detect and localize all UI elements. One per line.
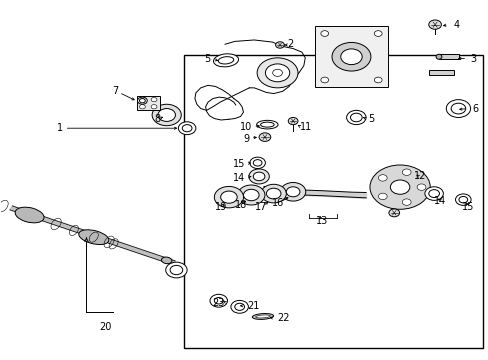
Ellipse shape [214, 186, 243, 208]
Ellipse shape [455, 194, 470, 205]
Ellipse shape [170, 265, 183, 275]
Ellipse shape [218, 57, 233, 64]
Ellipse shape [214, 297, 223, 304]
Text: 14: 14 [233, 173, 245, 183]
Bar [136, 96, 160, 111]
Circle shape [139, 105, 145, 109]
Ellipse shape [248, 169, 269, 184]
Text: 12: 12 [413, 171, 426, 181]
Text: 1: 1 [57, 123, 63, 133]
Text: 21: 21 [247, 301, 259, 311]
Ellipse shape [15, 207, 44, 223]
Text: 4: 4 [453, 19, 459, 30]
Circle shape [428, 20, 441, 29]
Circle shape [373, 77, 381, 83]
Circle shape [139, 98, 145, 102]
Ellipse shape [253, 172, 264, 181]
Ellipse shape [234, 303, 244, 310]
Ellipse shape [252, 314, 273, 319]
Text: 7: 7 [112, 86, 119, 96]
Ellipse shape [182, 125, 192, 132]
Ellipse shape [243, 189, 259, 201]
Text: 5: 5 [368, 114, 374, 124]
Circle shape [388, 209, 399, 217]
Ellipse shape [346, 111, 366, 125]
Ellipse shape [458, 197, 467, 203]
Circle shape [416, 184, 425, 190]
Ellipse shape [256, 120, 278, 129]
Text: 8: 8 [154, 113, 160, 123]
Ellipse shape [260, 122, 274, 127]
Ellipse shape [424, 187, 443, 201]
Text: 6: 6 [471, 104, 477, 113]
Ellipse shape [220, 191, 237, 203]
Bar [428, 70, 453, 75]
Ellipse shape [450, 103, 465, 114]
Circle shape [320, 77, 328, 83]
Ellipse shape [435, 54, 441, 59]
Text: 20: 20 [100, 322, 112, 332]
Text: 10: 10 [239, 122, 251, 132]
Circle shape [320, 31, 328, 36]
Text: 22: 22 [277, 313, 289, 323]
Circle shape [287, 117, 297, 125]
Ellipse shape [79, 230, 108, 244]
Text: 9: 9 [243, 134, 249, 144]
Ellipse shape [213, 54, 238, 67]
Text: 18: 18 [234, 200, 246, 210]
Text: 11: 11 [299, 122, 311, 132]
Bar [438, 54, 458, 59]
Ellipse shape [165, 262, 187, 278]
Circle shape [402, 199, 410, 205]
Ellipse shape [350, 113, 362, 122]
Ellipse shape [230, 300, 248, 313]
Text: 16: 16 [272, 198, 284, 208]
Ellipse shape [257, 58, 297, 88]
Ellipse shape [340, 49, 362, 64]
Circle shape [378, 193, 386, 199]
Text: 23: 23 [212, 298, 224, 308]
Ellipse shape [261, 184, 286, 203]
Polygon shape [10, 206, 175, 265]
Text: 17: 17 [255, 202, 267, 212]
Text: 15: 15 [233, 159, 245, 169]
Ellipse shape [253, 159, 262, 166]
Ellipse shape [255, 315, 270, 318]
Ellipse shape [137, 97, 147, 104]
Text: 2: 2 [287, 39, 293, 49]
Bar [183, 55, 482, 348]
Ellipse shape [286, 187, 299, 197]
Ellipse shape [178, 122, 196, 135]
Circle shape [373, 31, 381, 36]
Circle shape [151, 105, 157, 109]
Ellipse shape [428, 190, 439, 198]
Circle shape [402, 169, 410, 175]
Text: 5: 5 [204, 54, 210, 64]
Ellipse shape [161, 257, 172, 264]
Circle shape [275, 42, 284, 48]
Ellipse shape [237, 185, 264, 205]
Text: 13: 13 [316, 216, 328, 226]
Ellipse shape [139, 99, 145, 103]
Ellipse shape [158, 109, 175, 121]
Text: 15: 15 [461, 202, 473, 212]
Circle shape [259, 133, 270, 141]
Ellipse shape [152, 104, 181, 126]
Ellipse shape [331, 42, 370, 71]
Circle shape [151, 98, 157, 102]
Text: 14: 14 [433, 197, 446, 206]
Ellipse shape [280, 183, 305, 201]
Ellipse shape [249, 157, 265, 168]
Ellipse shape [389, 180, 409, 194]
Ellipse shape [209, 294, 227, 307]
Text: 19: 19 [215, 202, 227, 212]
Ellipse shape [446, 100, 469, 117]
Text: 3: 3 [469, 54, 476, 64]
Circle shape [378, 175, 386, 181]
Ellipse shape [266, 188, 281, 199]
Ellipse shape [369, 165, 429, 209]
Bar [314, 26, 387, 87]
Ellipse shape [265, 64, 289, 82]
